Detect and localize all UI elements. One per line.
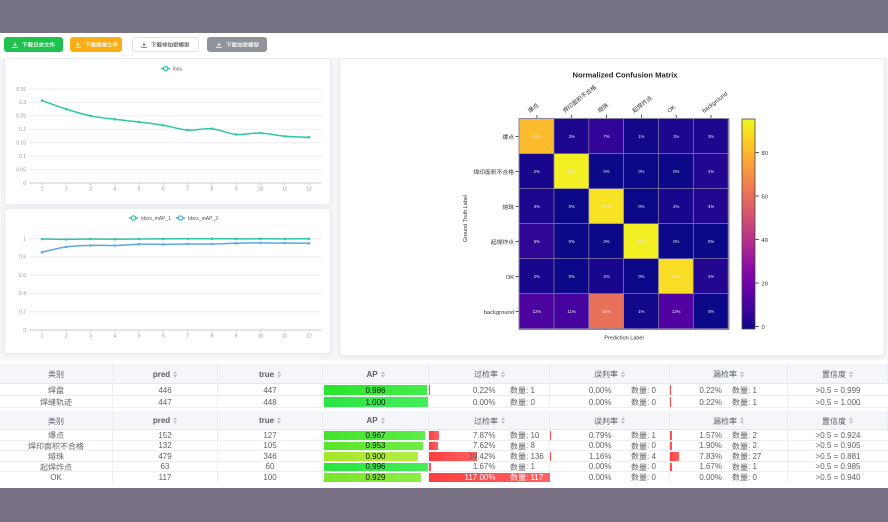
svg-text:3%: 3% — [569, 134, 575, 139]
svg-text:2: 2 — [65, 187, 68, 193]
svg-text:0.05: 0.05 — [16, 167, 26, 173]
svg-text:0.2: 0.2 — [19, 310, 26, 316]
svg-text:93%: 93% — [637, 239, 646, 244]
svg-text:0.35: 0.35 — [16, 87, 26, 93]
svg-text:2%: 2% — [673, 204, 679, 209]
svg-text:4%: 4% — [708, 274, 714, 279]
svg-text:6: 6 — [162, 187, 165, 193]
svg-text:background: background — [484, 310, 514, 316]
svg-text:2: 2 — [65, 334, 68, 340]
svg-text:11: 11 — [282, 334, 287, 340]
svg-text:80: 80 — [762, 151, 768, 157]
svg-text:3: 3 — [89, 187, 92, 193]
svg-text:bbox_mAP_1: bbox_mAP_1 — [141, 216, 171, 222]
svg-text:Ground Truth Label: Ground Truth Label — [463, 195, 469, 242]
svg-text:12%: 12% — [533, 309, 542, 314]
svg-text:61%: 61% — [602, 309, 611, 314]
svg-text:2%: 2% — [603, 274, 609, 279]
svg-text:9: 9 — [235, 334, 238, 340]
svg-text:13%: 13% — [672, 309, 681, 314]
svg-text:12: 12 — [306, 334, 312, 340]
svg-text:0%: 0% — [569, 274, 575, 279]
svg-text:0%: 0% — [708, 309, 714, 314]
svg-text:6: 6 — [162, 334, 165, 340]
svg-text:background: background — [702, 91, 730, 114]
svg-text:0.3: 0.3 — [19, 100, 26, 106]
svg-text:0%: 0% — [603, 169, 609, 174]
svg-text:60: 60 — [762, 194, 768, 200]
svg-text:10: 10 — [258, 187, 264, 193]
svg-text:8: 8 — [211, 334, 214, 340]
svg-text:93%: 93% — [567, 169, 576, 174]
svg-text:0: 0 — [23, 328, 26, 334]
svg-text:7: 7 — [186, 187, 189, 193]
svg-text:1%: 1% — [638, 134, 644, 139]
svg-text:3: 3 — [89, 334, 92, 340]
svg-text:40: 40 — [762, 238, 768, 244]
svg-text:1: 1 — [41, 187, 44, 193]
svg-text:bbox_mAP_2: bbox_mAP_2 — [188, 216, 218, 222]
svg-text:6%: 6% — [534, 239, 540, 244]
svg-text:20: 20 — [762, 281, 768, 287]
svg-text:90%: 90% — [602, 204, 611, 209]
svg-text:2%: 2% — [534, 274, 540, 279]
svg-text:4%: 4% — [708, 169, 714, 174]
svg-text:Normalized Confusion Matrix: Normalized Confusion Matrix — [572, 71, 678, 80]
svg-text:0%: 0% — [673, 169, 679, 174]
svg-text:0.25: 0.25 — [16, 114, 26, 120]
svg-text:0%: 0% — [638, 274, 644, 279]
svg-text:0%: 0% — [638, 204, 644, 209]
svg-text:0%: 0% — [638, 169, 644, 174]
svg-text:5: 5 — [138, 187, 141, 193]
svg-text:0.4: 0.4 — [19, 291, 26, 297]
svg-text:12: 12 — [306, 187, 312, 193]
svg-text:81%: 81% — [533, 134, 542, 139]
svg-text:9: 9 — [235, 187, 238, 193]
svg-text:0%: 0% — [569, 239, 575, 244]
svg-text:0.1: 0.1 — [19, 154, 26, 160]
svg-text:3%: 3% — [708, 134, 714, 139]
svg-text:3%: 3% — [534, 204, 540, 209]
svg-text:1%: 1% — [638, 309, 644, 314]
svg-text:4%: 4% — [708, 204, 714, 209]
svg-text:0: 0 — [23, 181, 26, 187]
svg-text:OK: OK — [667, 105, 677, 115]
svg-text:1: 1 — [23, 236, 26, 242]
svg-text:loss: loss — [173, 66, 182, 72]
svg-text:3%: 3% — [673, 134, 679, 139]
svg-text:0.15: 0.15 — [16, 141, 26, 147]
svg-text:4: 4 — [113, 187, 116, 193]
svg-text:0%: 0% — [603, 239, 609, 244]
svg-text:11%: 11% — [568, 309, 576, 314]
svg-text:4: 4 — [113, 334, 116, 340]
svg-text:1: 1 — [41, 334, 44, 340]
svg-text:5: 5 — [138, 334, 141, 340]
svg-text:7%: 7% — [603, 134, 609, 139]
svg-text:0%: 0% — [708, 239, 714, 244]
svg-text:11: 11 — [282, 187, 287, 193]
svg-text:0.6: 0.6 — [19, 273, 26, 279]
svg-text:Prediction Label: Prediction Label — [604, 336, 643, 342]
svg-text:8: 8 — [211, 187, 214, 193]
svg-text:7: 7 — [186, 334, 189, 340]
svg-text:0.2: 0.2 — [19, 127, 26, 133]
svg-text:0: 0 — [762, 325, 765, 331]
svg-text:89%: 89% — [672, 274, 681, 279]
svg-text:OK: OK — [506, 275, 515, 281]
svg-text:0.8: 0.8 — [19, 255, 26, 261]
svg-text:2%: 2% — [534, 169, 540, 174]
svg-text:0%: 0% — [569, 204, 575, 209]
svg-text:10: 10 — [258, 334, 264, 340]
svg-text:0%: 0% — [673, 239, 679, 244]
